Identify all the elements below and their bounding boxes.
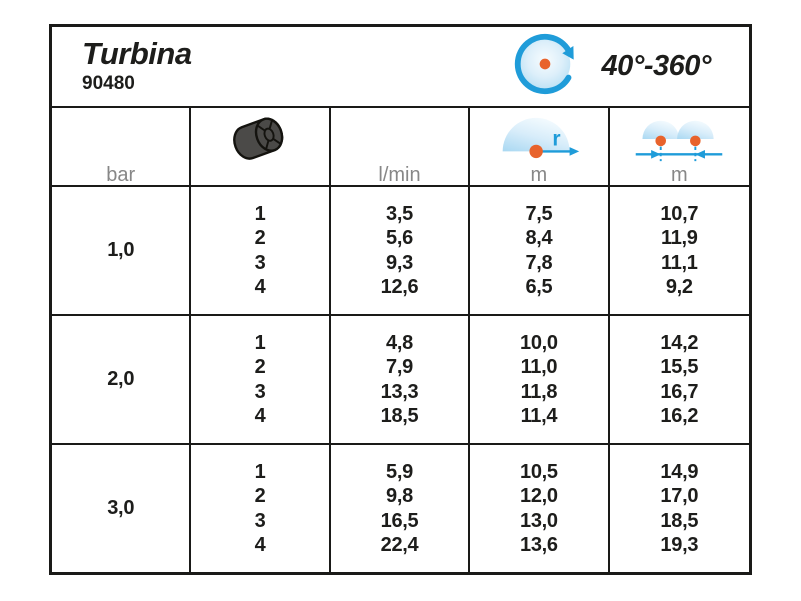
header-pressure: bar bbox=[52, 108, 192, 191]
pressure-value: 2,0 bbox=[52, 316, 192, 443]
header-spacing-label: m bbox=[670, 164, 688, 186]
flow-values: 5,9 9,8 16,5 22,4 bbox=[331, 445, 471, 572]
nozzle-icon bbox=[191, 108, 328, 164]
spacing-values: 10,7 11,9 11,1 9,2 bbox=[660, 202, 699, 299]
nozzle-values: 1 2 3 4 bbox=[191, 445, 331, 572]
header-flow: l/min bbox=[331, 108, 471, 191]
table-row: 2,0 1 2 3 4 4,8 7,9 13,3 18,5 10,0 11,0 … bbox=[52, 316, 749, 445]
header-radius: r m bbox=[470, 108, 610, 191]
header-pressure-label: bar bbox=[106, 164, 136, 186]
spacing-values: 14,9 17,0 18,5 19,3 bbox=[660, 460, 699, 557]
nozzle-values: 1 2 3 4 bbox=[191, 187, 331, 314]
header-radius-label: m bbox=[530, 164, 548, 186]
spacing-values: 14,2 15,5 16,7 16,2 bbox=[660, 331, 699, 428]
pressure-value: 3,0 bbox=[52, 445, 192, 572]
radius-icon: r bbox=[470, 108, 607, 164]
product-block: Turbina 90480 bbox=[82, 35, 192, 96]
nozzle-values: 1 2 3 4 bbox=[191, 316, 331, 443]
radius-values: 10,5 12,0 13,0 13,6 bbox=[470, 445, 610, 572]
header-nozzle bbox=[191, 108, 331, 191]
pressure-value: 1,0 bbox=[52, 187, 192, 314]
radius-values: 10,0 11,0 11,8 11,4 bbox=[470, 316, 610, 443]
table-header-row: bar l/min bbox=[52, 108, 749, 191]
product-name: Turbina bbox=[82, 35, 192, 71]
flow-values: 4,8 7,9 13,3 18,5 bbox=[331, 316, 471, 443]
rotation-icon bbox=[510, 29, 580, 104]
table-row: 3,0 1 2 3 4 5,9 9,8 16,5 22,4 10,5 12,0 … bbox=[52, 445, 749, 572]
flow-values: 3,5 5,6 9,3 12,6 bbox=[331, 187, 471, 314]
title-row: Turbina 90480 bbox=[52, 27, 749, 108]
header-flow-label: l/min bbox=[378, 164, 421, 186]
angle-range: 40°-360° bbox=[601, 50, 712, 82]
spacing-icon bbox=[610, 108, 749, 164]
datasheet-card: Turbina 90480 bbox=[49, 24, 752, 575]
radius-icon-label: r bbox=[552, 128, 560, 151]
table-row: 1,0 1 2 3 4 3,5 5,6 9,3 12,6 7,5 8,4 7,8… bbox=[52, 187, 749, 316]
product-code: 90480 bbox=[82, 73, 135, 95]
header-spacing: m bbox=[610, 108, 749, 191]
angle-block: 40°-360° bbox=[510, 29, 712, 104]
radius-values: 7,5 8,4 7,8 6,5 bbox=[470, 187, 610, 314]
